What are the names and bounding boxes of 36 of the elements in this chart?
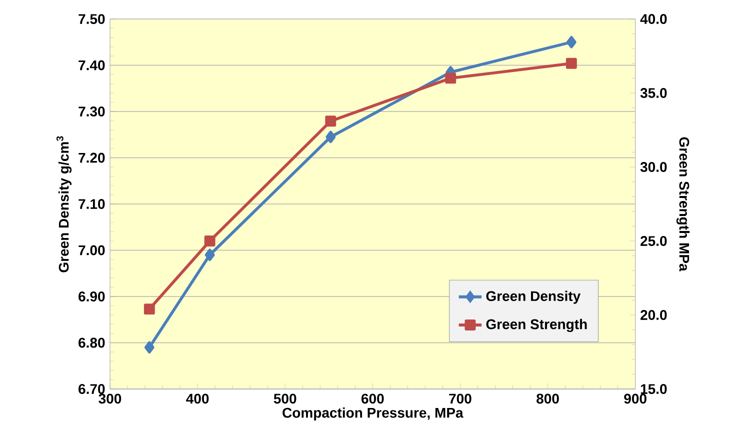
legend-label: Green Strength (486, 318, 587, 332)
point (325, 116, 336, 127)
y-tick-label: 7.40 (78, 60, 105, 70)
y-tick-label: 7.50 (78, 14, 105, 24)
y-tick-label: 7.10 (78, 199, 105, 209)
y-axis-title: Green Density g/cm$^{3}$ (56, 136, 72, 272)
y-tick-label: 7.00 (78, 245, 105, 256)
y-tick-label: 7.30 (78, 106, 105, 116)
point (144, 341, 154, 354)
y2-tick-label: 30.0 (640, 162, 667, 172)
y-tick-label: 6.80 (78, 338, 105, 348)
y2-axis-title: Green Strength MPa (676, 137, 690, 272)
y2-tick-label: 35.0 (640, 88, 667, 98)
point (204, 248, 215, 262)
y2-tick-label: 40.0 (640, 14, 667, 24)
y-tick-label: 6.90 (78, 292, 105, 302)
y-tick-label: 6.70 (78, 384, 105, 394)
y2-tick-label: 15.0 (640, 384, 667, 394)
point (566, 58, 577, 69)
x-axis-title: Compaction Pressure, MPa (282, 407, 464, 421)
x-tick-label: 500 (274, 394, 296, 404)
y2-tick-label: 25.0 (640, 236, 667, 246)
x-tick-label: 400 (186, 394, 209, 404)
legend-label: Green Density (486, 290, 581, 304)
x-tick-label: 900 (624, 394, 646, 404)
x-tick-label: 300 (98, 394, 122, 404)
point (144, 304, 155, 315)
y-tick-label: 7.20 (78, 152, 105, 163)
x-tick-label: 600 (361, 394, 384, 404)
point (326, 130, 336, 144)
point (566, 36, 576, 48)
y2-tick-label: 20.0 (640, 310, 667, 320)
x-tick-label: 700 (449, 394, 472, 404)
point (445, 72, 456, 84)
point (204, 236, 216, 246)
x-tick-label: 800 (536, 394, 559, 404)
